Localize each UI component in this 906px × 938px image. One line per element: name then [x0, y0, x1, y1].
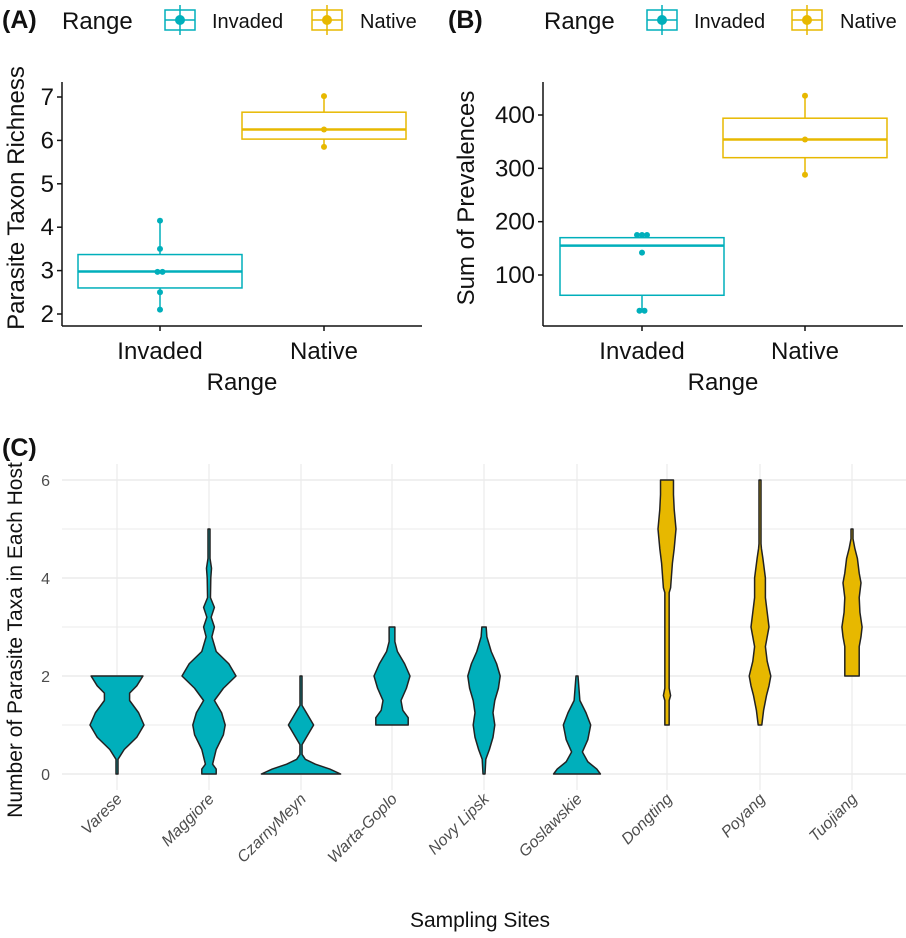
data-point	[321, 93, 327, 100]
x-tick-label: Native	[771, 338, 839, 365]
data-point	[157, 245, 163, 252]
legend-b-key-native	[791, 5, 823, 35]
data-point	[639, 249, 645, 256]
panel-label-b: (B)	[448, 6, 483, 34]
legend-a-label-invaded: Invaded	[212, 11, 283, 33]
y-tick-label: 300	[495, 155, 535, 182]
violin-czarnymeyn	[260, 675, 342, 775]
violin-poyang	[748, 479, 772, 726]
data-point	[636, 307, 643, 314]
data-point	[321, 126, 327, 133]
x-tick-label: Poyang	[718, 791, 768, 841]
data-point	[321, 143, 327, 150]
data-point	[639, 232, 645, 238]
x-tick-label: Novy Lipsk	[425, 790, 493, 858]
x-tick-label: Native	[290, 338, 358, 365]
panel-b-plot: 100 200 300 400 Invaded Native	[495, 82, 903, 365]
violin-novy-lipsk	[467, 626, 501, 775]
legend-b-label-native: Native	[840, 11, 897, 33]
x-tick-label: Invaded	[117, 338, 202, 365]
y-tick-label: 7	[41, 84, 54, 111]
panel-b-xlabel: Range	[688, 369, 759, 396]
legend-b-title: Range	[544, 8, 615, 35]
panel-a-xlabel: Range	[207, 369, 278, 396]
y-tick-label: 3	[41, 258, 54, 285]
box-invaded	[77, 217, 243, 313]
x-tick-label: Goslawskie	[516, 791, 586, 861]
violin-tuojiang	[841, 528, 863, 677]
y-tick-label: 200	[495, 209, 535, 236]
data-point	[641, 307, 648, 314]
panel-label-c: (C)	[2, 434, 37, 462]
x-tick-label: Varese	[78, 791, 126, 839]
x-tick-label: Maggiore	[159, 791, 218, 850]
data-point	[157, 306, 163, 313]
x-tick-label: Invaded	[599, 338, 684, 365]
panel-c-xlabel: Sampling Sites	[410, 909, 550, 932]
violin-goslawskie	[552, 675, 602, 775]
panel-c-plot: 0 2 4 6 Varese Maggiore CzarnyMeyn Warta-Goplo N…	[41, 464, 906, 867]
violin-maggiore	[181, 528, 237, 775]
y-tick-label: 6	[41, 127, 54, 154]
y-tick-label: 0	[41, 767, 50, 784]
panel-b-ylabel: Sum of Prevalences	[453, 91, 480, 306]
data-point	[634, 232, 640, 238]
legend-a-key-invaded	[164, 5, 196, 35]
box-iqr	[241, 111, 407, 140]
legend-b-key-invaded	[646, 5, 678, 35]
data-point	[802, 92, 808, 99]
data-point	[157, 217, 163, 224]
y-tick-label: 5	[41, 171, 54, 198]
data-point	[802, 171, 808, 178]
box-native	[722, 92, 888, 178]
y-tick-label: 400	[495, 102, 535, 129]
panel-c-ylabel: Number of Parasite Taxa in Each Host	[4, 462, 27, 818]
violin-varese	[89, 675, 145, 775]
x-tick-label: Dongting	[619, 791, 676, 848]
y-tick-label: 6	[41, 473, 50, 490]
legend-a-key-native	[311, 5, 343, 35]
x-tick-label: CzarnyMeyn	[234, 791, 310, 867]
violin-warta-goplo	[373, 626, 411, 726]
x-tick-label: Warta-Goplo	[325, 791, 401, 867]
panel-a-plot: 2 3 4 5 6 7 Invaded Native	[41, 82, 422, 365]
legend-a-label-native: Native	[360, 11, 417, 33]
y-tick-label: 4	[41, 571, 50, 588]
legend-b-label-invaded: Invaded	[694, 11, 765, 33]
y-tick-label: 2	[41, 669, 50, 686]
box-iqr	[722, 117, 888, 159]
data-point	[644, 232, 650, 238]
x-tick-label: Tuojiang	[806, 791, 861, 846]
box-native	[241, 93, 407, 150]
data-point	[802, 136, 808, 143]
data-point	[159, 268, 166, 275]
violin-dongting	[657, 479, 677, 726]
panel-a-ylabel: Parasite Taxon Richness	[3, 66, 30, 330]
data-point	[154, 268, 161, 275]
panel-label-a: (A)	[2, 6, 37, 34]
data-point	[157, 289, 163, 296]
box-invaded	[559, 232, 725, 314]
y-tick-label: 2	[41, 301, 54, 328]
y-tick-label: 100	[495, 262, 535, 289]
legend-a-title: Range	[62, 8, 133, 35]
y-tick-label: 4	[41, 214, 54, 241]
